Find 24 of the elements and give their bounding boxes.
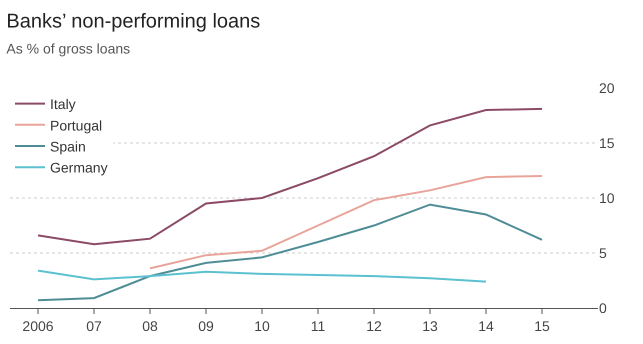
line-series xyxy=(149,175,543,270)
x-tick-label: 12 xyxy=(366,318,382,334)
chart-title: Banks’ non-performing loans xyxy=(6,10,260,33)
x-tick-label: 09 xyxy=(198,318,214,334)
x-tick-label: 07 xyxy=(86,318,102,334)
x-tick-label: 10 xyxy=(254,318,270,334)
y-tick-label: 15 xyxy=(599,134,615,151)
legend-label: Germany xyxy=(50,160,108,176)
y-tick-label: 10 xyxy=(599,190,615,206)
y-tick-label: 20 xyxy=(599,80,615,96)
x-tick-label: 2006 xyxy=(22,318,54,334)
x-tick-label: 15 xyxy=(534,318,550,334)
legend-label: Spain xyxy=(50,138,86,154)
line-series xyxy=(37,270,487,283)
line-series xyxy=(37,204,543,302)
y-tick-label: 5 xyxy=(599,244,607,261)
y-tick-label: 0 xyxy=(599,300,607,316)
legend-label: Portugal xyxy=(50,117,102,134)
x-tick-label: 14 xyxy=(478,318,494,334)
x-tick-label: 11 xyxy=(310,318,326,334)
chart-subtitle: As % of gross loans xyxy=(6,40,130,57)
x-tick-label: 13 xyxy=(422,318,438,334)
x-tick-label: 08 xyxy=(142,318,158,334)
legend-label: Italy xyxy=(50,96,76,112)
